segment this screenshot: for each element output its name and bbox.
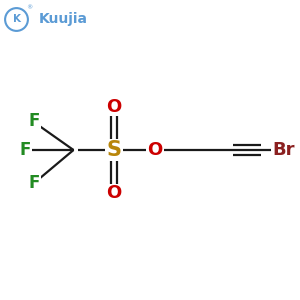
Text: F: F <box>29 112 40 130</box>
Text: K: K <box>13 14 20 25</box>
Text: F: F <box>29 174 40 192</box>
Text: Br: Br <box>272 141 295 159</box>
Text: O: O <box>106 98 122 116</box>
Text: O: O <box>147 141 162 159</box>
Text: Kuujia: Kuujia <box>39 13 88 26</box>
Text: F: F <box>20 141 31 159</box>
Text: ®: ® <box>26 6 32 10</box>
Text: O: O <box>106 184 122 202</box>
Text: S: S <box>106 140 122 160</box>
